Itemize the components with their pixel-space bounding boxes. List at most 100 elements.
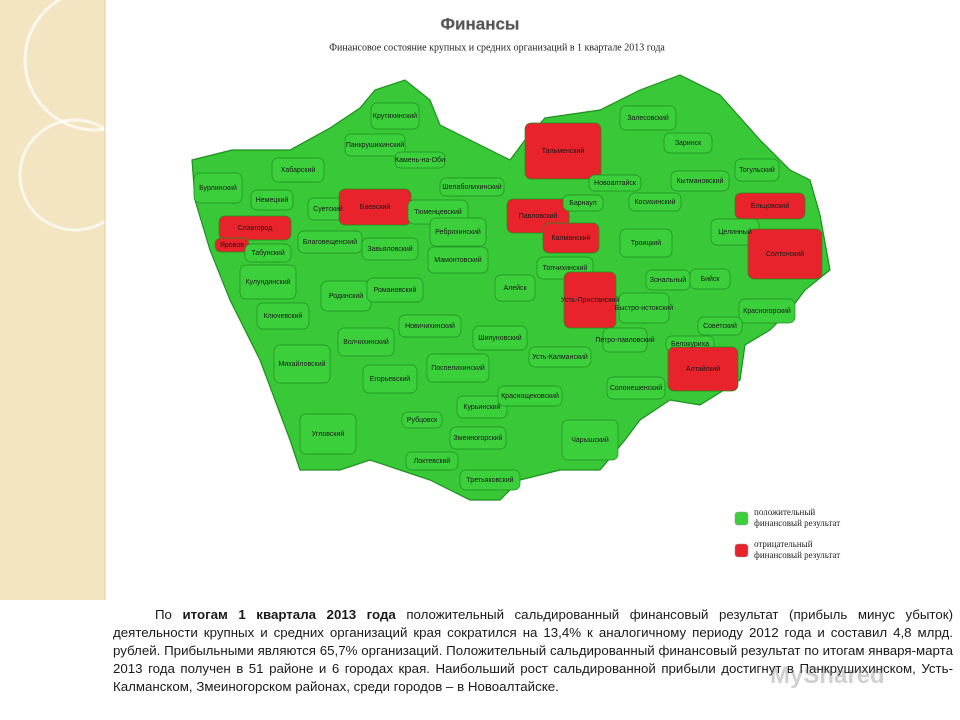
legend-marker	[734, 511, 749, 526]
region-area	[472, 325, 528, 351]
region-area	[456, 395, 508, 419]
region-label: Кытмановский	[677, 177, 724, 185]
watermark: MyShared	[770, 662, 885, 689]
region-area	[588, 174, 642, 192]
region-label: Баевский	[360, 203, 390, 211]
region-label: Новоалтайск	[594, 179, 637, 187]
region-label: Родинский	[329, 292, 363, 300]
region-label: Петро-павловский	[595, 336, 654, 344]
region-label: Троицкий	[631, 239, 662, 247]
region-area	[689, 268, 731, 290]
region-label: Тальменский	[542, 147, 585, 155]
region-area	[299, 413, 357, 455]
region-area	[362, 364, 418, 394]
region-area	[619, 105, 677, 131]
map: Финансы Финансовое состояние крупных и с…	[0, 0, 840, 600]
region-label: Михайловский	[278, 360, 325, 368]
region-label: Угловский	[312, 430, 345, 438]
region-label: Бийск	[701, 275, 721, 283]
region-area	[439, 177, 505, 197]
region-label: Третьяковский	[466, 476, 513, 484]
region-label: Романовский	[374, 286, 417, 294]
region-label: Павловский	[519, 212, 558, 220]
region-label: Курьинский	[463, 403, 500, 411]
region-area	[256, 302, 310, 330]
region-area	[670, 170, 730, 192]
region-label: Благовещенский	[303, 238, 357, 246]
region-label: Волчихинский	[343, 338, 389, 346]
region-label: Солонешенский	[610, 384, 662, 392]
region-area	[361, 237, 419, 261]
region-label: Змеиногорский	[453, 434, 502, 442]
decor-circle	[18, 118, 132, 232]
region-area	[429, 217, 487, 247]
region-label: Зональный	[650, 276, 687, 284]
region-label: Алтайский	[686, 365, 720, 373]
region-label: Краснощековский	[501, 392, 559, 400]
region-label: Советский	[703, 322, 737, 330]
region-area	[193, 172, 243, 204]
region-label: Заринск	[675, 140, 702, 147]
region-area	[344, 133, 406, 157]
region-area	[734, 158, 780, 182]
paragraph: По итогам 1 квартала 2013 года положител…	[113, 606, 953, 696]
legend: положительный финансовый результат отрицат…	[734, 507, 840, 560]
region-label: Ребрихинский	[435, 228, 481, 236]
region-label: Солтонский	[766, 250, 804, 258]
region-label: Топчихинский	[543, 264, 588, 272]
region-label: Залесовский	[627, 114, 669, 122]
region-area	[250, 189, 294, 211]
region-label: Чарышский	[571, 436, 609, 444]
region-area	[628, 192, 682, 212]
region-label: Немецкий	[256, 196, 289, 204]
legend-label: положительный финансовый результат	[754, 507, 840, 528]
region-label: Панкрушихинский	[346, 141, 404, 149]
region-label: Славгород	[238, 225, 273, 232]
region-area	[606, 376, 666, 400]
region-label: Шелаболихинский	[442, 183, 502, 191]
region-area	[524, 122, 602, 180]
subtitle: Финансовое состояние крупных и средних о…	[329, 42, 665, 53]
region-area	[405, 451, 459, 471]
region-area	[366, 277, 424, 303]
region-label: Ельцовский	[751, 202, 789, 210]
region-area	[337, 327, 395, 357]
region-label: Поспелихинский	[431, 364, 485, 372]
region-label: Калманский	[551, 234, 590, 242]
region-label: Мамонтовский	[434, 256, 482, 264]
region-label: Тогульский	[739, 166, 775, 174]
region-label: Усть-Пристанский	[561, 296, 619, 304]
region-area	[497, 385, 563, 407]
region-area	[602, 327, 648, 353]
region-area	[667, 346, 739, 392]
region-area	[459, 469, 521, 491]
legend-marker	[734, 543, 749, 558]
region-area	[426, 353, 490, 383]
region-label: Крутихинский	[373, 112, 417, 120]
region-area	[218, 215, 292, 241]
regions: Крутихинский Панкрушихинский Камень-на-Оби…	[193, 102, 823, 491]
region-area	[738, 298, 796, 324]
region-label: Егорьевский	[370, 375, 411, 383]
legend-label: отрицательный финансовый результат	[754, 539, 840, 560]
region-area	[618, 292, 670, 324]
region-label: Алейск	[503, 284, 527, 292]
region-area	[244, 243, 292, 263]
decor-circle	[23, 0, 167, 132]
para-lead: По	[155, 607, 183, 622]
region-area	[427, 246, 489, 274]
region-area	[370, 102, 420, 130]
region-area	[561, 419, 619, 461]
region-area	[734, 192, 806, 220]
side-strip	[0, 0, 105, 600]
region-label: Усть-Калманский	[532, 353, 588, 361]
region-area	[271, 157, 325, 183]
region-label: Тюменцевский	[414, 208, 462, 216]
region-area	[697, 316, 743, 336]
region-label: Бурлинский	[199, 184, 237, 192]
region-label: Целинный	[718, 228, 752, 236]
region-label: Локтевский	[414, 457, 451, 465]
region-label: Белокуриха	[671, 341, 709, 348]
region-label: Рубцовск	[407, 416, 438, 424]
